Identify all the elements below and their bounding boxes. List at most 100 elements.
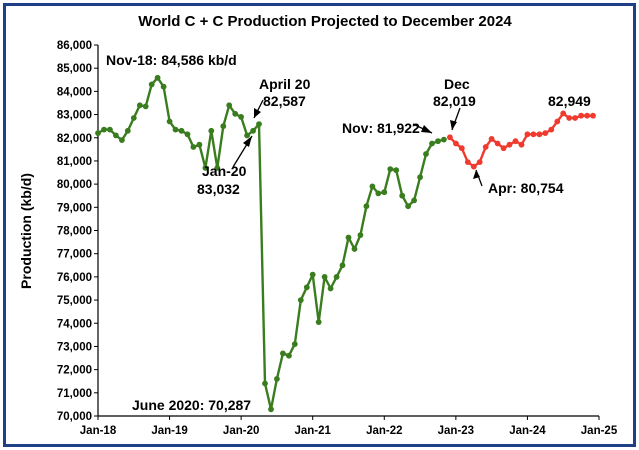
data-point — [393, 167, 400, 174]
arrowhead-nov — [421, 125, 432, 133]
data-point — [101, 126, 107, 133]
annotation-dec-label: Dec — [444, 76, 470, 92]
data-point — [560, 110, 567, 117]
y-tick-label: 72,000 — [57, 365, 92, 377]
data-point — [578, 112, 584, 119]
data-point — [154, 74, 161, 81]
data-point — [584, 112, 590, 119]
y-tick-label: 84,000 — [57, 86, 92, 98]
data-point — [554, 118, 561, 125]
y-tick-label: 82,000 — [57, 133, 92, 145]
y-tick-label: 71,000 — [57, 388, 92, 400]
data-point — [315, 319, 322, 325]
data-point — [363, 203, 370, 210]
data-point — [268, 406, 274, 413]
data-point — [387, 166, 394, 173]
y-tick-label: 75,000 — [57, 295, 92, 307]
data-point — [429, 140, 435, 147]
annotation-april20-value: 82,587 — [263, 93, 306, 109]
data-point — [399, 192, 406, 199]
data-point — [130, 115, 137, 121]
data-point — [423, 151, 429, 157]
y-tick-label: 74,000 — [57, 318, 92, 330]
x-tick-label: Jan-24 — [509, 425, 546, 437]
data-point — [375, 190, 382, 197]
data-point — [518, 141, 525, 148]
data-point — [500, 145, 507, 152]
annotation-nov: Nov: 81,922 — [342, 120, 420, 136]
data-point — [160, 83, 167, 90]
data-point — [232, 110, 239, 117]
data-point — [202, 165, 209, 171]
data-point — [238, 114, 245, 120]
data-point — [172, 126, 179, 133]
data-point — [280, 350, 286, 357]
arrowhead-apr — [473, 170, 480, 179]
data-point — [166, 118, 173, 125]
data-point — [291, 341, 298, 347]
annotation-dec-value: 82,019 — [433, 93, 476, 109]
data-point — [464, 159, 471, 166]
data-point — [572, 115, 578, 121]
y-tick-label: 76,000 — [57, 272, 92, 284]
series-line-2 — [449, 112, 593, 168]
data-point — [590, 112, 596, 119]
chart-title: World C + C Production Projected to Dece… — [138, 13, 512, 30]
data-point — [351, 246, 358, 252]
series-layer — [95, 74, 596, 413]
data-point — [196, 141, 203, 148]
annotation-final: 82,949 — [548, 93, 591, 109]
data-point — [124, 127, 131, 134]
data-point — [214, 165, 221, 171]
y-tick-label: 79,000 — [57, 202, 92, 214]
data-point — [441, 136, 447, 143]
data-point — [494, 140, 501, 147]
data-point — [453, 140, 459, 147]
y-tick-label: 70,000 — [57, 411, 92, 423]
x-tick-label: Jan-19 — [151, 425, 187, 437]
data-point — [309, 271, 316, 278]
y-tick-label: 77,000 — [57, 249, 92, 261]
data-point — [339, 262, 346, 269]
data-point — [530, 131, 537, 138]
data-point — [226, 102, 233, 109]
annotation-apr: Apr: 80,754 — [488, 180, 564, 196]
data-point — [512, 138, 519, 145]
data-point — [417, 174, 423, 181]
data-point — [95, 130, 101, 137]
y-tick-label: 85,000 — [57, 63, 92, 75]
y-axis-label: Production (kb/d) — [18, 173, 34, 289]
data-point — [333, 274, 340, 280]
x-tick-label: Jan-22 — [366, 425, 402, 437]
y-tick-label: 80,000 — [57, 179, 92, 191]
y-tick-label: 81,000 — [57, 156, 92, 168]
annotation-nov18: Nov-18: 84,586 kb/d — [106, 52, 237, 68]
data-point — [548, 126, 555, 133]
data-point — [256, 121, 262, 127]
y-tick-label: 73,000 — [57, 341, 92, 353]
data-point — [321, 274, 328, 280]
data-point — [357, 232, 364, 239]
data-point — [184, 131, 191, 138]
data-point — [274, 376, 280, 382]
data-point — [488, 136, 495, 142]
data-point — [447, 134, 453, 141]
data-point — [107, 126, 113, 133]
arrowhead-april20 — [254, 108, 261, 118]
data-point — [506, 141, 513, 148]
x-tick-label: Jan-25 — [581, 425, 618, 437]
annotation-jan20-value: 83,032 — [197, 181, 240, 197]
data-point — [435, 138, 441, 145]
data-point — [345, 234, 352, 241]
data-point — [178, 127, 185, 134]
data-point — [148, 81, 155, 88]
chart-frame — [3, 3, 636, 447]
arrowhead-dec — [450, 120, 457, 130]
data-point — [369, 183, 376, 190]
data-point — [566, 115, 573, 121]
data-point — [136, 102, 143, 109]
annotations: Nov-18: 84,586 kb/d April 20 82,587 Jan-… — [106, 52, 591, 413]
series-2 — [447, 110, 596, 170]
data-point — [482, 144, 489, 150]
y-tick-label: 78,000 — [57, 226, 92, 238]
